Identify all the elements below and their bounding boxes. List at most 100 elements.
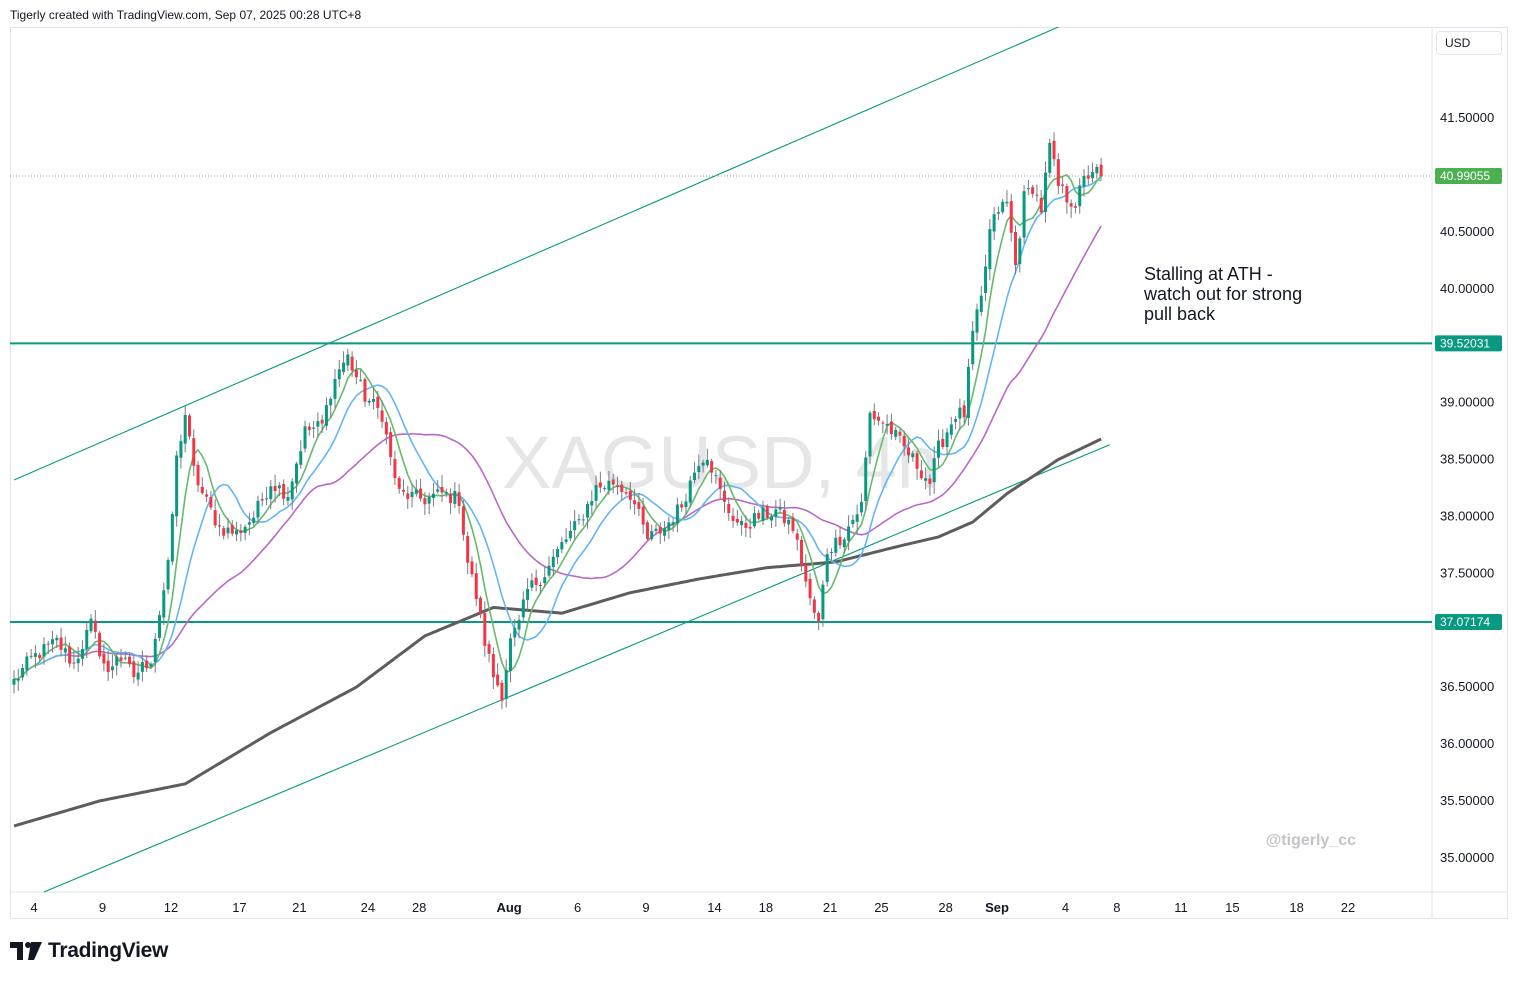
candle [710, 458, 714, 484]
price-tick-label: 36.50000 [1440, 679, 1494, 694]
candle [551, 549, 555, 575]
candle [307, 422, 311, 436]
svg-text:39.52031: 39.52031 [1440, 336, 1490, 350]
candle [282, 479, 286, 506]
candle [367, 398, 371, 406]
candle [1039, 190, 1043, 215]
candle [817, 610, 821, 630]
candle [1082, 168, 1086, 197]
candle [187, 413, 191, 440]
price-labels-layer: 40.99055 39.52031 37.07174 [1435, 168, 1502, 631]
candle [928, 474, 932, 496]
candle [800, 536, 804, 572]
candle [393, 450, 397, 485]
tradingview-logo-text: TradingView [48, 939, 169, 962]
candle [936, 429, 940, 468]
candle [55, 634, 59, 648]
author-handle: @tigerly_cc [1266, 832, 1356, 849]
candle [200, 477, 204, 495]
level-price-label-1: 39.52031 [1435, 335, 1502, 352]
trendline-channel-lower[interactable] [43, 444, 1110, 893]
candle [63, 636, 67, 663]
candle [247, 512, 251, 536]
candle [808, 573, 812, 606]
candle [466, 531, 470, 574]
candle [1005, 190, 1009, 208]
candle [637, 493, 641, 517]
candle [1001, 198, 1005, 215]
candle [680, 500, 684, 512]
price-tick-label: 37.50000 [1440, 565, 1494, 580]
candle [829, 548, 833, 561]
candle [132, 655, 136, 684]
price-tick-label: 36.00000 [1440, 736, 1494, 751]
candle [842, 537, 846, 554]
currency-selector[interactable]: USD [1436, 31, 1502, 55]
svg-text:37.07174: 37.07174 [1440, 615, 1490, 629]
candle [740, 515, 744, 536]
candle [1073, 202, 1077, 214]
candle [119, 648, 123, 668]
chart-frame[interactable] [10, 27, 1508, 919]
annotation-line-3: pull back [1144, 304, 1216, 324]
candle [491, 647, 495, 690]
candle [868, 410, 872, 465]
candle [697, 454, 701, 480]
time-tick-label: 14 [707, 900, 721, 915]
candle [654, 524, 658, 534]
candle [628, 481, 632, 510]
candle [230, 520, 234, 537]
candle [196, 460, 200, 492]
candle [945, 427, 949, 455]
candle [192, 429, 196, 476]
candle [538, 581, 542, 595]
time-tick-label: 18 [759, 900, 773, 915]
candle [329, 396, 333, 417]
annotation-line-1: Stalling at ATH - [1144, 264, 1273, 284]
price-tick-label: 41.50000 [1440, 110, 1494, 125]
candle [568, 520, 572, 542]
time-tick-label: 21 [292, 900, 306, 915]
candle [530, 573, 534, 591]
time-tick-label: 12 [164, 900, 178, 915]
candle [607, 470, 611, 495]
time-tick-label: 15 [1225, 900, 1239, 915]
candle [290, 478, 294, 510]
candle [205, 489, 209, 503]
candle [453, 482, 457, 508]
candle [787, 516, 791, 535]
candle [812, 596, 816, 619]
candle [611, 474, 615, 494]
candle [363, 377, 367, 408]
moving-average-ma-medium[interactable] [13, 179, 1102, 680]
trendline-channel-upper[interactable] [13, 26, 1059, 481]
candle [718, 469, 722, 499]
current-price-label: 40.99055 [1435, 168, 1502, 185]
candle [389, 427, 393, 465]
candle [688, 476, 692, 508]
candle [166, 557, 170, 594]
candle [795, 528, 799, 551]
candle [337, 359, 341, 387]
moving-average-ma-slow[interactable] [13, 225, 1102, 680]
candle [1014, 225, 1018, 275]
header-credit: Tigerly created with TradingView.com, Se… [10, 8, 362, 22]
candle [175, 450, 179, 527]
candle [252, 511, 256, 527]
level-price-label-2: 37.07174 [1435, 614, 1502, 631]
candle [226, 517, 230, 539]
candle [397, 475, 401, 494]
price-tick-label: 38.00000 [1440, 508, 1494, 523]
candle [645, 520, 649, 541]
time-tick-label: 6 [574, 900, 581, 915]
candle [384, 417, 388, 445]
candle [162, 582, 166, 626]
candle [705, 448, 709, 468]
candle [526, 578, 530, 611]
candle [286, 486, 290, 506]
moving-average-ma-long[interactable] [13, 437, 1102, 828]
candle [12, 670, 16, 694]
tradingview-logo[interactable]: TradingView [10, 938, 168, 964]
candle [658, 522, 662, 544]
